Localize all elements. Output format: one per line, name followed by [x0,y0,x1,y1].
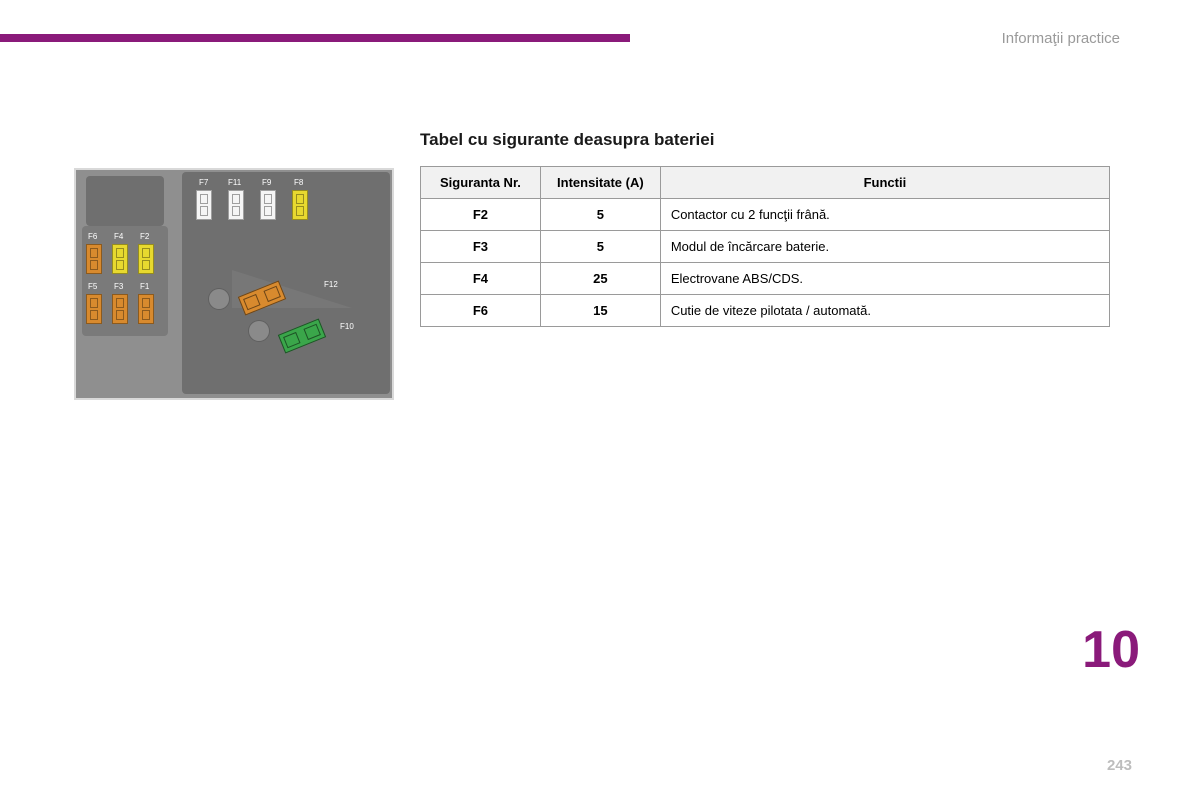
fuse-f2 [138,244,154,274]
circle-2 [248,320,270,342]
chapter-number: 10 [1082,620,1140,680]
fuse-f9 [260,190,276,220]
cell-functii: Contactor cu 2 funcţii frână. [660,199,1109,231]
table-row: F25Contactor cu 2 funcţii frână. [421,199,1110,231]
fuse-diagram: F7 F11 F9 F8 F6 F4 F2 F5 F3 F1 F12 F10 [74,168,394,400]
cell-intensitate: 5 [540,231,660,263]
circle-1 [208,288,230,310]
label-f2: F2 [140,232,149,241]
fuse-f4 [112,244,128,274]
section-header: Informaţii practice [1002,30,1120,47]
accent-bar [0,34,630,42]
col-functii: Functii [660,167,1109,199]
table-header-row: Siguranta Nr. Intensitate (A) Functii [421,167,1110,199]
fuse-f11 [228,190,244,220]
label-f3: F3 [114,282,123,291]
table-row: F615Cutie de viteze pilotata / automată. [421,295,1110,327]
page-title: Tabel cu sigurante deasupra bateriei [420,130,714,150]
label-f4: F4 [114,232,123,241]
fuse-f8 [292,190,308,220]
label-f12: F12 [324,280,338,289]
cell-functii: Cutie de viteze pilotata / automată. [660,295,1109,327]
label-f5: F5 [88,282,97,291]
label-f1: F1 [140,282,149,291]
cell-intensitate: 25 [540,263,660,295]
panel-left-top [86,176,164,226]
table-body: F25Contactor cu 2 funcţii frână.F35Modul… [421,199,1110,327]
label-f11: F11 [228,178,241,187]
label-f7: F7 [199,178,208,187]
cell-siguranta: F2 [421,199,541,231]
cell-intensitate: 15 [540,295,660,327]
fuse-table: Siguranta Nr. Intensitate (A) Functii F2… [420,166,1110,327]
table-row: F35Modul de încărcare baterie. [421,231,1110,263]
table-row: F425Electrovane ABS/CDS. [421,263,1110,295]
cell-functii: Electrovane ABS/CDS. [660,263,1109,295]
fuse-f7 [196,190,212,220]
label-f10: F10 [340,322,354,331]
cell-siguranta: F6 [421,295,541,327]
fuse-f5 [86,294,102,324]
col-intensitate: Intensitate (A) [540,167,660,199]
label-f6: F6 [88,232,97,241]
col-siguranta: Siguranta Nr. [421,167,541,199]
cell-siguranta: F4 [421,263,541,295]
cell-siguranta: F3 [421,231,541,263]
cell-functii: Modul de încărcare baterie. [660,231,1109,263]
cell-intensitate: 5 [540,199,660,231]
page-number: 243 [1107,757,1132,774]
label-f8: F8 [294,178,303,187]
label-f9: F9 [262,178,271,187]
fuse-f1 [138,294,154,324]
fuse-f3 [112,294,128,324]
fuse-f6 [86,244,102,274]
